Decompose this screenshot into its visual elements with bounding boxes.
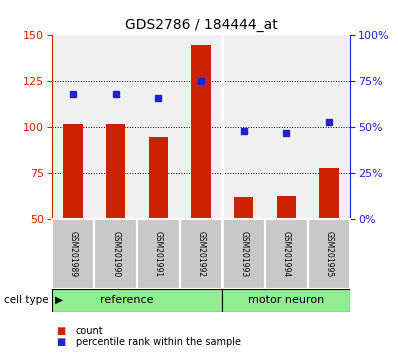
Bar [222, 219, 265, 289]
Text: motor neuron: motor neuron [248, 295, 324, 305]
Text: GSM201992: GSM201992 [197, 231, 205, 277]
Bar [52, 219, 94, 289]
Text: ■: ■ [56, 337, 65, 347]
Bar [265, 219, 308, 289]
Bar [222, 289, 350, 312]
Title: GDS2786 / 184444_at: GDS2786 / 184444_at [125, 18, 277, 32]
Text: cell type  ▶: cell type ▶ [4, 295, 63, 305]
Bar [234, 198, 253, 219]
Text: GSM201995: GSM201995 [324, 231, 334, 277]
Bar [106, 124, 125, 219]
Text: GSM201989: GSM201989 [68, 231, 78, 277]
Bar [149, 137, 168, 219]
Text: reference: reference [100, 295, 153, 305]
Bar [179, 219, 222, 289]
Text: GSM201990: GSM201990 [111, 231, 120, 277]
Text: count: count [76, 326, 103, 336]
Bar [308, 219, 350, 289]
Bar [191, 45, 211, 219]
Bar [319, 168, 339, 219]
Text: ■: ■ [56, 326, 65, 336]
Bar [277, 195, 296, 219]
Bar [94, 219, 137, 289]
Text: GSM201994: GSM201994 [282, 231, 291, 277]
Bar [63, 124, 83, 219]
Text: GSM201991: GSM201991 [154, 231, 163, 277]
Bar [52, 289, 222, 312]
Text: percentile rank within the sample: percentile rank within the sample [76, 337, 241, 347]
Text: GSM201993: GSM201993 [239, 231, 248, 277]
Bar [137, 219, 179, 289]
